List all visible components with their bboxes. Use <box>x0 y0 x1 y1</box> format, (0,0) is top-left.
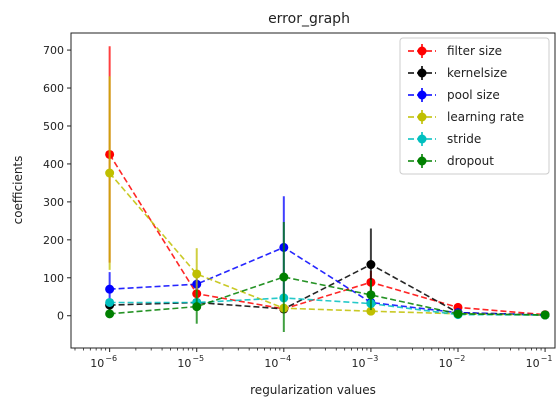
data-point <box>105 284 115 294</box>
legend-label: pool size <box>447 88 500 102</box>
data-point <box>279 272 289 282</box>
data-point <box>540 310 550 320</box>
data-point <box>105 168 115 178</box>
data-point <box>366 260 376 270</box>
x-tick-label: 10−1 <box>526 354 553 370</box>
series-dropout <box>105 222 550 333</box>
legend-marker <box>417 90 427 100</box>
legend-marker <box>417 134 427 144</box>
legend-item-pool-size: pool size <box>408 88 500 102</box>
y-tick-label: 600 <box>43 82 64 95</box>
series-stride <box>105 293 550 320</box>
y-tick-label: 500 <box>43 120 64 133</box>
x-tick-label: 10−5 <box>177 354 204 370</box>
legend: filter size kernelsize pool size learning r… <box>399 37 550 175</box>
y-axis: 0 100 200 300 400 500 600 700 <box>43 44 71 323</box>
x-tick-label: 10−3 <box>352 354 379 370</box>
legend-label: stride <box>447 132 481 146</box>
legend-item-filter-size: filter size <box>408 44 502 58</box>
legend-item-stride: stride <box>408 132 481 146</box>
plot-frame <box>70 32 556 349</box>
y-axis-label: coefficients <box>11 156 25 225</box>
x-tick-label: 10−6 <box>90 354 117 370</box>
plot-area <box>105 46 550 333</box>
x-axis: 10−6 10−5 10−4 10−3 10−2 10−1 <box>74 348 553 370</box>
data-point <box>105 309 115 319</box>
legend-label: learning rate <box>447 110 524 124</box>
legend-box <box>399 37 550 175</box>
data-point <box>366 306 376 316</box>
y-tick-label: 200 <box>43 234 64 247</box>
y-tick-label: 300 <box>43 196 64 209</box>
y-tick-label: 400 <box>43 158 64 171</box>
series-line <box>109 263 546 316</box>
legend-marker <box>417 112 427 122</box>
series-line <box>109 246 546 316</box>
legend-item-dropout: dropout <box>408 154 494 168</box>
legend-label: filter size <box>447 44 502 58</box>
legend-marker <box>417 156 427 166</box>
data-point <box>192 302 202 312</box>
data-point <box>453 309 463 319</box>
series-line <box>108 172 546 316</box>
legend-marker <box>417 46 427 56</box>
chart-title: error_graph <box>268 11 350 27</box>
data-point <box>366 290 376 300</box>
legend-label: dropout <box>447 154 494 168</box>
y-tick-label: 0 <box>57 310 64 323</box>
x-tick-label: 10−4 <box>264 354 291 370</box>
y-tick-label: 100 <box>43 272 64 285</box>
data-point <box>192 269 202 279</box>
x-axis-label: regularization values <box>250 383 376 397</box>
legend-item-learning-rate: learning rate <box>408 110 524 124</box>
series-line <box>108 153 546 316</box>
data-point <box>105 297 115 307</box>
x-tick-label: 10−2 <box>439 354 466 370</box>
series-kernelsize <box>105 228 550 320</box>
series-line <box>109 276 546 316</box>
y-tick-label: 700 <box>43 44 64 57</box>
series-line <box>109 297 546 316</box>
legend-item-kernelsize: kernelsize <box>408 66 507 80</box>
legend-marker <box>417 68 427 78</box>
legend-label: kernelsize <box>447 66 507 80</box>
